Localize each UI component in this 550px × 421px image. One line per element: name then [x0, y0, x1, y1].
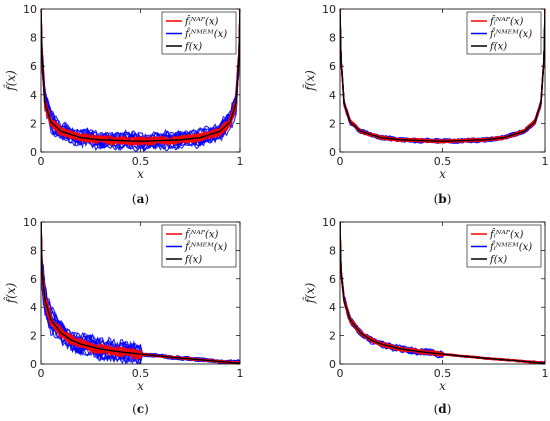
x-tick-label: 0.5	[434, 155, 452, 168]
y-tick-label: 2	[30, 117, 37, 130]
sample-curve	[41, 9, 240, 146]
legend-entry: f̂ᵢᴺᴬᴾ(x)	[489, 15, 524, 27]
x-axis-label: x	[137, 379, 144, 393]
y-axis-label: f̂(x)	[301, 282, 317, 304]
y-tick-label: 4	[329, 301, 336, 314]
panel-caption: (d)	[434, 402, 452, 416]
y-axis-label: f̂(x)	[2, 282, 18, 304]
y-tick-label: 8	[329, 244, 336, 257]
panel-caption: (b)	[434, 192, 452, 206]
x-axis-label: x	[137, 167, 144, 181]
x-axis-label: x	[439, 167, 446, 181]
legend: f̂ᵢᴺᴬᴾ(x)f̂ᵢᴺᴹᴱᴹ(x) f(x)	[161, 224, 237, 268]
sample-curve	[41, 9, 240, 145]
y-axis-label: f̂(x)	[2, 70, 18, 92]
x-tick-label: 0	[337, 155, 344, 168]
true-function-line	[41, 9, 240, 143]
legend-entry: f̂ᵢᴺᴹᴱᴹ(x)	[184, 241, 227, 253]
y-tick-label: 10	[23, 3, 37, 16]
y-tick-label: 10	[322, 216, 336, 229]
panel-a: 0 2 4 6 8 10 0 0.5 1 x f̂(x) f̂ᵢᴺᴬᴾ(x)f̂ᵢᴺᴹᴱᴹ(x) f(x…	[2, 3, 244, 206]
y-tick-label: 2	[329, 330, 336, 343]
true-function-line	[41, 222, 240, 364]
y-tick-label: 4	[329, 89, 336, 102]
y-tick-label: 4	[30, 89, 37, 102]
x-tick-label: 0.5	[132, 367, 150, 380]
x-tick-label: 1	[237, 367, 244, 380]
y-tick-label: 0	[30, 358, 37, 371]
legend-entry: f̂ᵢᴺᴬᴾ(x)	[184, 228, 219, 240]
y-tick-label: 8	[30, 32, 37, 45]
plot-area	[340, 222, 545, 364]
legend-entry: f̂ᵢᴺᴹᴱᴹ(x)	[489, 28, 532, 40]
x-tick-label: 1	[542, 367, 549, 380]
panel-b: 0 2 4 6 8 10 0 0.5 1 x f̂(x) f̂ᵢᴺᴬᴾ(x)f̂ᵢᴺᴹᴱᴹ(x) f(x…	[301, 3, 548, 206]
x-axis-label: x	[439, 379, 446, 393]
panel-caption: (c)	[132, 402, 149, 416]
legend-entry: f̂ᵢᴺᴬᴾ(x)	[184, 15, 219, 27]
legend-entry: f̂ᵢᴺᴹᴱᴹ(x)	[489, 241, 532, 253]
x-tick-label: 0.5	[434, 367, 452, 380]
y-tick-label: 4	[30, 301, 37, 314]
plot-area	[41, 9, 240, 152]
y-tick-label: 2	[30, 330, 37, 343]
panel-caption: (a)	[132, 192, 149, 206]
y-tick-label: 6	[329, 273, 336, 286]
x-tick-label: 0	[38, 367, 45, 380]
y-tick-label: 2	[329, 117, 336, 130]
legend-entry: f̂ᵢᴺᴹᴱᴹ(x)	[184, 28, 227, 40]
x-tick-label: 0	[38, 155, 45, 168]
y-tick-label: 10	[23, 216, 37, 229]
x-tick-label: 1	[237, 155, 244, 168]
y-tick-label: 6	[30, 273, 37, 286]
legend-entry: f(x)	[489, 255, 507, 266]
panel-d: 0 2 4 6 8 10 0 0.5 1 x f̂(x) f̂ᵢᴺᴬᴾ(x)f̂ᵢᴺᴹᴱᴹ(x) f(x…	[301, 216, 548, 416]
y-tick-label: 10	[322, 3, 336, 16]
y-tick-label: 6	[329, 60, 336, 73]
true-function-line	[340, 9, 545, 143]
x-tick-label: 1	[542, 155, 549, 168]
y-tick-label: 0	[329, 146, 336, 159]
x-tick-label: 0	[337, 367, 344, 380]
legend-entry: f̂ᵢᴺᴬᴾ(x)	[489, 228, 524, 240]
panel-c: 0 2 4 6 8 10 0 0.5 1 x f̂(x) f̂ᵢᴺᴬᴾ(x)f̂ᵢᴺᴹᴱᴹ(x) f(x…	[2, 216, 244, 416]
legend: f̂ᵢᴺᴬᴾ(x)f̂ᵢᴺᴹᴱᴹ(x) f(x)	[466, 224, 542, 268]
y-axis-label: f̂(x)	[301, 70, 317, 92]
true-function-line	[340, 222, 545, 364]
y-tick-label: 0	[30, 146, 37, 159]
legend: f̂ᵢᴺᴬᴾ(x)f̂ᵢᴺᴹᴱᴹ(x) f(x)	[161, 11, 237, 55]
y-tick-label: 6	[30, 60, 37, 73]
plot-area	[340, 9, 545, 144]
y-tick-label: 8	[30, 244, 37, 257]
legend-entry: f(x)	[184, 42, 202, 53]
x-tick-label: 0.5	[132, 155, 150, 168]
legend-entry: f(x)	[184, 255, 202, 266]
legend: f̂ᵢᴺᴬᴾ(x)f̂ᵢᴺᴹᴱᴹ(x) f(x)	[466, 11, 542, 55]
y-tick-label: 8	[329, 32, 336, 45]
y-tick-label: 0	[329, 358, 336, 371]
legend-entry: f(x)	[489, 42, 507, 53]
